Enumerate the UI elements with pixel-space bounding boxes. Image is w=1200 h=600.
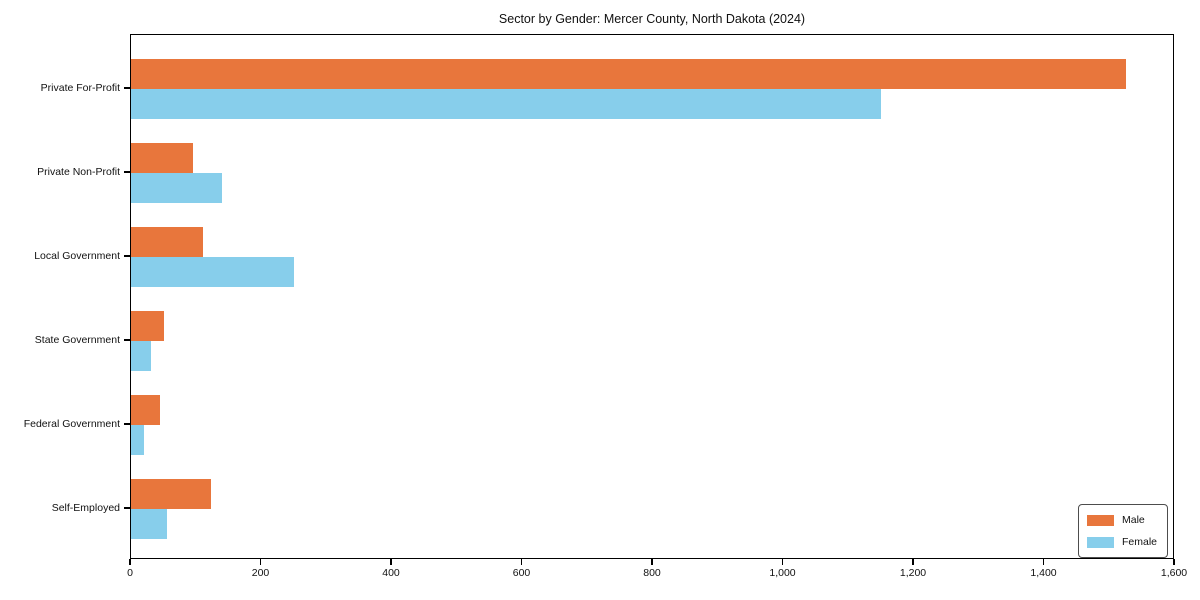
x-axis-label-1-600: 1,600	[1160, 567, 1188, 579]
y-axis-label-local-government: Local Government	[34, 250, 120, 262]
bar-female-state-government	[131, 341, 151, 371]
y-tick	[124, 171, 130, 173]
male-legend-label: Male	[1122, 514, 1145, 526]
y-tick	[124, 339, 130, 341]
x-tick	[390, 559, 392, 565]
x-axis-label-1-200: 1,200	[899, 567, 927, 579]
bar-male-local-government	[131, 227, 203, 257]
y-tick	[124, 87, 130, 89]
x-tick	[651, 559, 653, 565]
bar-male-state-government	[131, 311, 164, 341]
male-legend-swatch	[1087, 514, 1114, 526]
x-tick	[1042, 559, 1045, 565]
legend-entry-male: Male	[1087, 514, 1145, 526]
bar-female-private-non-profit	[131, 173, 223, 203]
x-tick	[520, 559, 523, 565]
female-legend-swatch	[1087, 536, 1114, 548]
bar-male-federal-government	[131, 395, 161, 425]
x-tick	[129, 559, 131, 565]
bar-male-private-for-profit	[131, 59, 1127, 89]
bar-female-self-employed	[131, 509, 167, 539]
x-axis-label-200: 200	[251, 567, 270, 579]
plot-area	[130, 34, 1174, 559]
y-axis-label-private-for-profit: Private For-Profit	[40, 82, 120, 94]
x-axis-label-1-000: 1,000	[769, 567, 796, 579]
x-tick	[781, 559, 784, 565]
x-axis-label-0: 0	[127, 567, 133, 579]
bar-female-federal-government	[131, 425, 145, 455]
bar-male-self-employed	[131, 479, 211, 509]
chart-title: Sector by Gender: Mercer County, North D…	[498, 12, 806, 26]
x-tick	[259, 559, 262, 565]
y-tick	[124, 423, 130, 425]
bar-male-private-non-profit	[131, 143, 193, 173]
female-legend-label: Female	[1122, 536, 1158, 548]
legend: Male Female	[1078, 504, 1168, 558]
y-axis-label-private-non-profit: Private Non-Profit	[37, 166, 120, 178]
y-axis-label-state-government: State Government	[34, 334, 120, 346]
x-axis-label-1-400: 1,400	[1030, 567, 1057, 579]
legend-entry-female: Female	[1087, 536, 1157, 548]
y-tick	[124, 507, 130, 509]
x-axis-label-600: 600	[512, 567, 531, 579]
y-axis-label-federal-government: Federal Government	[23, 418, 120, 430]
x-axis-label-400: 400	[382, 567, 400, 579]
x-tick	[1173, 559, 1175, 565]
x-tick	[912, 559, 914, 565]
bar-female-private-for-profit	[131, 89, 882, 119]
bar-female-local-government	[131, 257, 295, 287]
y-tick	[124, 255, 130, 257]
y-axis-label-self-employed: Self-Employed	[51, 502, 120, 514]
x-axis-label-800: 800	[643, 567, 661, 579]
